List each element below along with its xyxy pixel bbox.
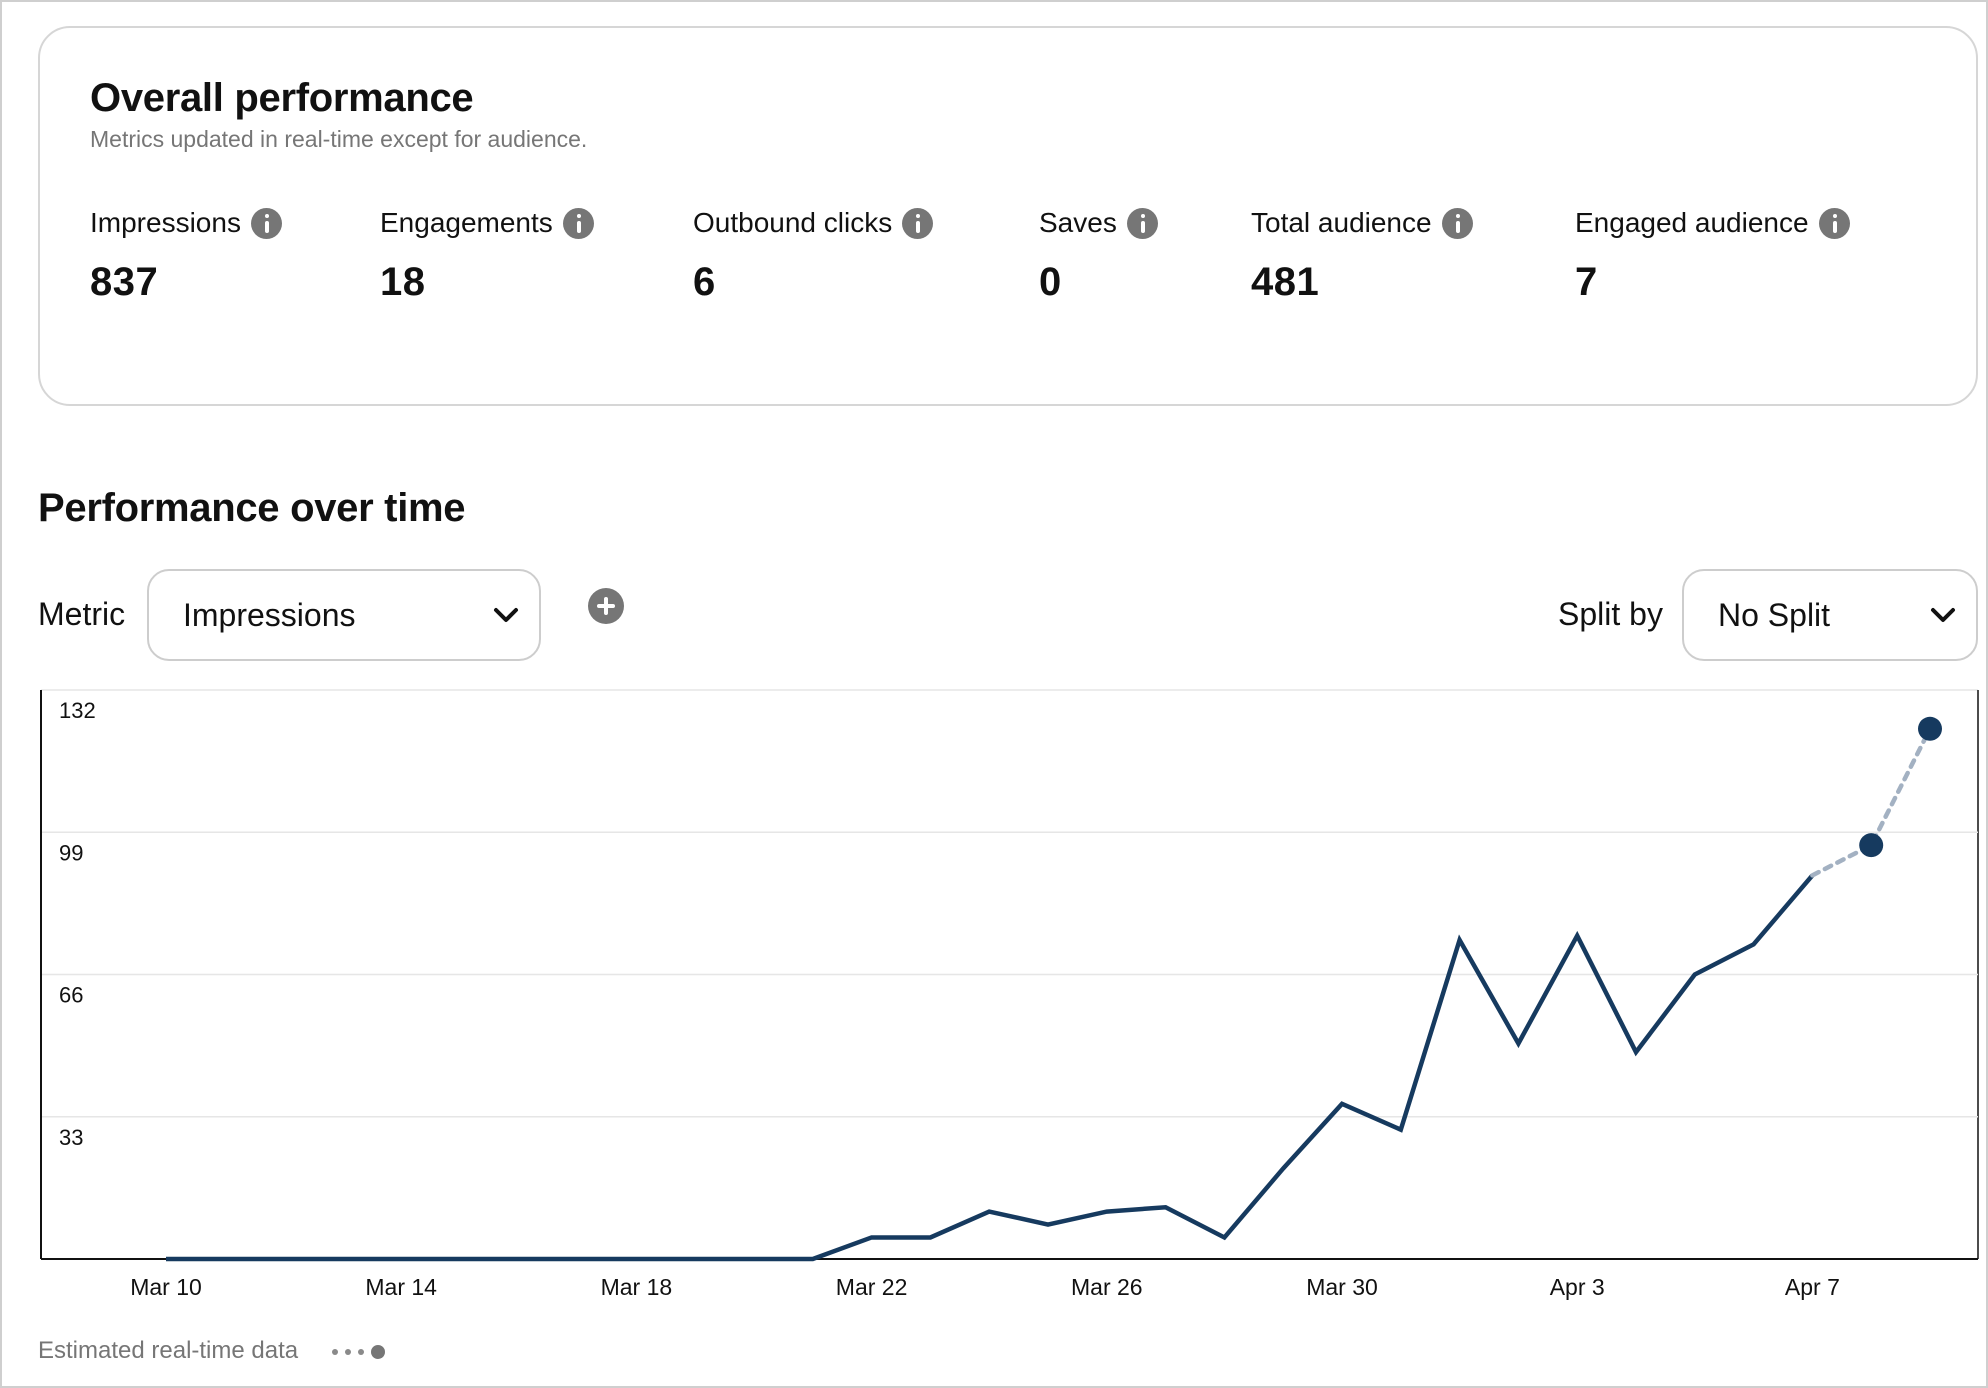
x-tick-label: Mar 26 [1071,1274,1143,1300]
x-tick-label: Mar 14 [365,1274,437,1300]
metric-value: 7 [1575,260,1598,304]
split-by-select[interactable]: No Split [1682,569,1978,661]
metric-value: 481 [1251,260,1320,304]
chevron-down-icon [1930,607,1956,623]
metric-value: 6 [693,260,716,304]
estimated-series-line [1810,726,1933,878]
metric-label: Saves [1039,207,1117,238]
metric-engaged-audience: Engaged audience 7 [1575,206,1850,305]
metric-select-value: Impressions [183,596,356,633]
y-tick-label: 66 [59,983,83,1008]
chevron-down-icon [493,607,519,623]
metric-label: Engaged audience [1575,207,1809,238]
metric-label: Outbound clicks [693,207,893,238]
metric-select[interactable]: Impressions [147,569,541,661]
x-tick-label: Apr 3 [1550,1274,1605,1300]
metric-label: Impressions [90,207,241,238]
metric-value: 837 [90,260,159,304]
x-tick-label: Mar 10 [130,1274,202,1300]
split-by-select-value: No Split [1718,596,1831,633]
overall-performance-subtitle: Metrics updated in real-time except for … [90,126,588,152]
impressions-line-chart: 33 66 99 132 Mar 10 Mar 14 Mar 18 Mar 22 Mar 26 M… [40,689,1979,1300]
x-tick-label: Mar 18 [601,1274,673,1300]
performance-over-time-title: Performance over time [38,486,466,530]
metric-outbound-clicks: Outbound clicks 6 [693,206,934,305]
estimated-data-note: Estimated real-time data [38,1337,299,1364]
metric-value: 18 [380,260,426,304]
estimated-data-point [1859,833,1884,858]
info-icon[interactable] [1126,207,1158,239]
info-icon[interactable] [250,207,282,239]
y-tick-label: 33 [59,1125,83,1150]
y-tick-label: 99 [59,840,83,865]
metric-engagements: Engagements 18 [380,206,594,305]
overall-performance-card: Overall performance Metrics updated in r… [38,26,1978,406]
metric-value: 0 [1039,260,1062,304]
estimated-data-point [1918,716,1942,741]
info-icon[interactable] [562,207,594,239]
info-icon[interactable] [902,207,934,239]
x-tick-label: Apr 7 [1785,1274,1840,1300]
estimated-data-legend-icon [332,1345,385,1359]
info-icon[interactable] [1818,207,1850,239]
metric-impressions: Impressions 837 [90,206,282,305]
overall-performance-title: Overall performance [90,76,474,120]
impressions-series-line [166,873,1815,1262]
x-tick-label: Mar 22 [836,1274,908,1300]
metric-label: Metric [38,596,126,632]
info-icon[interactable] [1441,207,1473,239]
metric-total-audience: Total audience 481 [1251,206,1473,305]
y-tick-label: 132 [59,698,96,723]
metric-label: Engagements [380,207,553,238]
x-tick-label: Mar 30 [1306,1274,1378,1300]
split-by-label: Split by [1558,596,1663,632]
metric-label: Total audience [1251,207,1432,238]
add-metric-button[interactable] [588,588,624,624]
metric-saves: Saves 0 [1039,206,1158,305]
